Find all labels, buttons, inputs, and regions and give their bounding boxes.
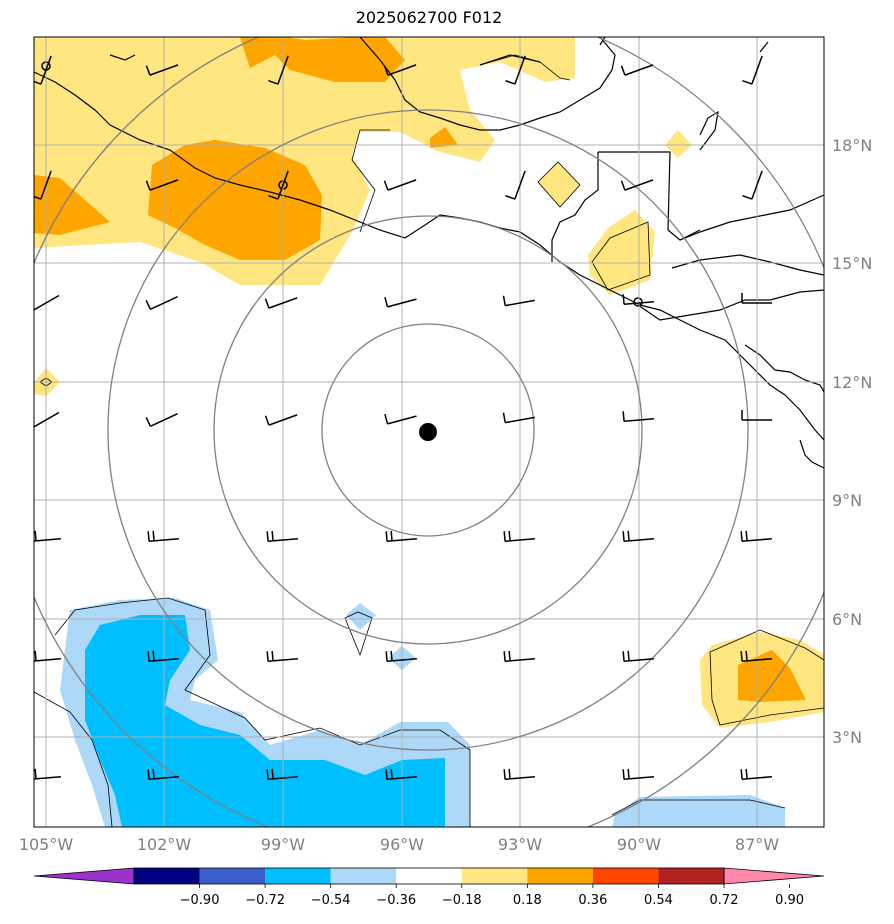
colorbar-tick-label: −0.18 [442,893,482,908]
colorbar-tick-label: 0.90 [775,893,804,908]
wind-barb [383,64,417,76]
colorbar-tick-label: −0.72 [245,893,285,908]
colorbar-tick-label: −0.36 [376,893,416,908]
wind-barb [740,768,773,781]
colorbar-segment [592,868,659,884]
wind-barb [741,293,772,304]
wind-barb [740,650,773,663]
lon-label: 87°W [735,835,779,854]
wind-barb [620,64,654,76]
range-rings [34,37,824,827]
lat-label: 15°N [832,254,872,273]
lat-label: 9°N [832,491,862,510]
wind-barb [34,55,52,85]
wind-barb [620,179,654,191]
colorbar-extend-high [723,867,825,885]
positive-anomaly-fill [34,37,824,728]
lon-label: 99°W [261,835,305,854]
wind-barb [385,530,418,543]
wind-barb [502,295,535,307]
wind-barb [264,414,298,426]
wind-barb [145,295,178,311]
colorbar: −0.90 −0.72 −0.54 −0.36 −0.18 0.18 0.36 0.54 0.7… [33,867,825,908]
wind-barb [147,530,180,543]
wind-barb [34,650,62,662]
wind-barb [147,768,180,781]
wind-barb [384,414,417,425]
wind-barb [266,650,299,663]
wind-barb [34,411,60,428]
colorbar-tick-label: −0.54 [311,893,351,908]
lon-label: 105°W [19,835,74,854]
lat-label: 12°N [832,373,872,392]
wind-barb [266,768,299,781]
wind-barb [384,297,417,308]
wind-barb [34,170,52,200]
lon-label: 90°W [617,835,661,854]
wind-barb [622,294,655,306]
gridlines [34,37,824,827]
colorbar-segment [396,868,462,884]
lat-label: 6°N [832,610,862,629]
wind-barb [742,55,763,85]
colorbar-tick-label: 0.54 [644,893,673,908]
colorbar-extend-low [33,867,135,885]
wind-barb [145,412,178,428]
wind-barb [268,170,289,200]
wind-barb [622,650,655,663]
colorbar-tick-label: −0.90 [180,893,220,908]
wind-barb [740,530,773,543]
wind-barb [145,64,179,76]
colorbar-segment [658,868,724,884]
wind-barb [34,768,62,780]
wind-barb [145,179,179,191]
latitude-labels: 18°N 15°N 12°N 9°N 6°N 3°N [832,136,872,747]
colorbar-segment [330,868,397,884]
colorbar-tick-label: 0.18 [513,893,542,908]
lat-label: 3°N [832,728,862,747]
wind-barb [147,650,180,663]
negative-anomaly-fill [60,598,785,827]
wind-barb [503,530,536,543]
wind-barb [268,55,289,85]
longitude-labels: 105°W 102°W 99°W 96°W 93°W 90°W 87°W [19,835,779,854]
wind-barb [385,650,418,663]
wind-barb [34,530,62,542]
wind-barb [383,179,417,191]
wind-barb [622,530,655,543]
wind-barb [264,297,298,309]
wind-barb [741,410,772,421]
wind-barbs [34,55,773,781]
colorbar-segment [461,868,528,884]
colorbar-segment [199,868,266,884]
wind-barb [385,768,418,781]
wind-barb [505,55,526,85]
wind-barb [622,411,655,423]
wind-barb [505,170,526,200]
storm-center-marker [419,423,437,441]
lon-label: 96°W [380,835,424,854]
wind-barb [503,650,536,663]
colorbar-segment [527,868,593,884]
lon-label: 93°W [498,835,542,854]
lon-label: 102°W [137,835,192,854]
colorbar-tick-label: 0.72 [710,893,739,908]
wind-barb [503,768,536,781]
wind-barb [622,768,655,781]
colorbar-segment [134,868,200,884]
wind-barb [502,412,535,424]
map-title: 2025062700 F012 [355,8,503,27]
map-frame [33,36,825,828]
wind-barb [742,170,763,200]
colorbar-tick-label: 0.36 [578,893,607,908]
lat-label: 18°N [832,136,872,155]
wind-barb [266,530,299,543]
colorbar-segment [265,868,331,884]
wind-barb [34,294,60,311]
